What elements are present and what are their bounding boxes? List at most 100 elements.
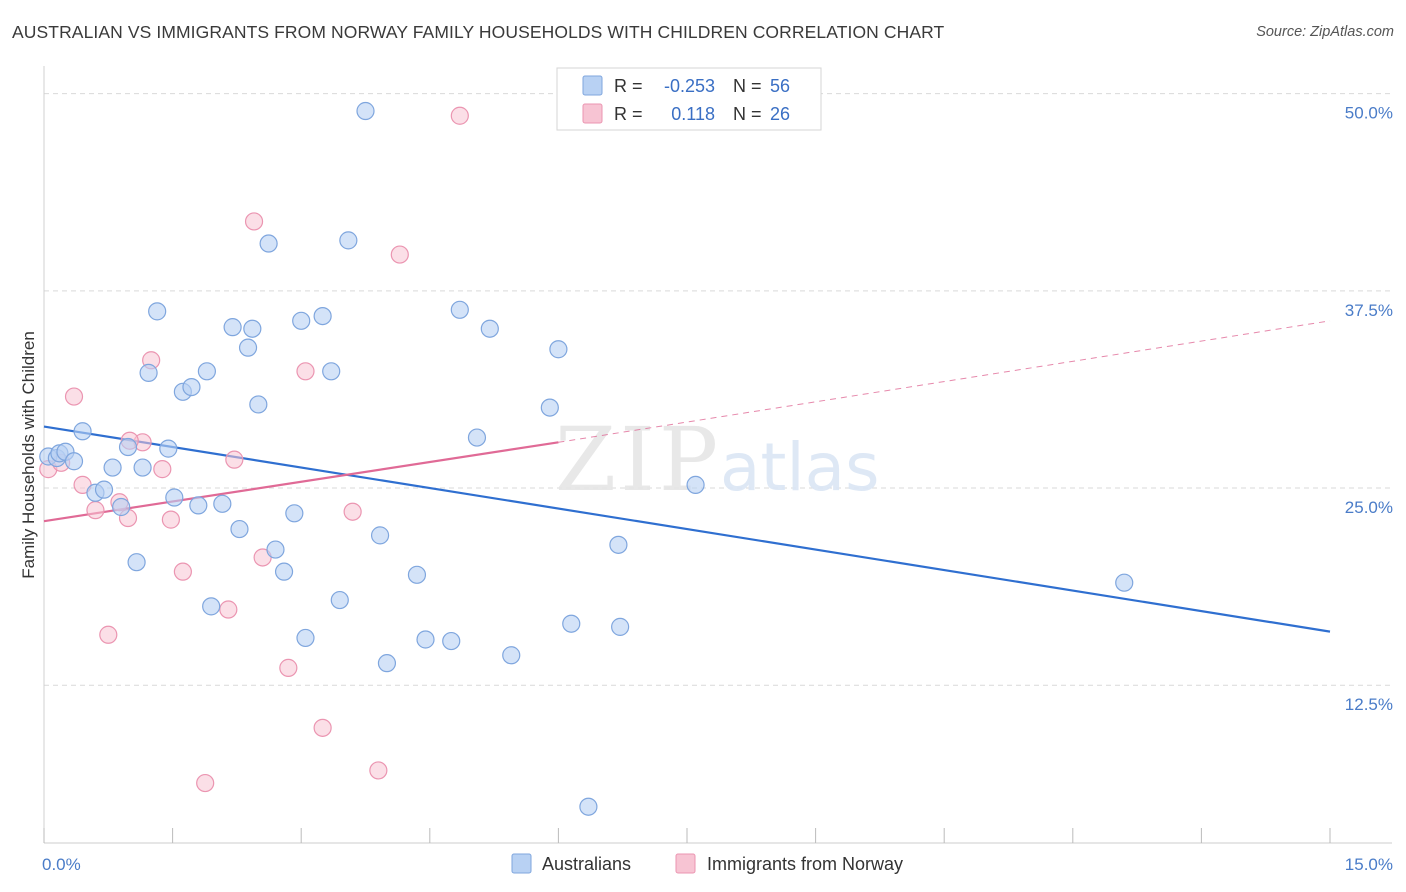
bottom-legend-swatch-australians (511, 853, 532, 874)
data-point-norway (99, 625, 118, 644)
data-point-australians (313, 306, 332, 326)
data-point-norway (279, 658, 298, 677)
data-point-australians (223, 318, 242, 337)
trend-line-norway-extrapolated (558, 320, 1331, 443)
data-point-australians (274, 562, 294, 581)
stats-legend: R = -0.253 N = 56 R = 0.118 N = 26 (556, 67, 822, 131)
data-point-australians (407, 565, 427, 584)
data-point-norway (244, 212, 264, 231)
data-point-australians (549, 340, 568, 359)
data-point-australians (238, 338, 258, 357)
data-point-australians (133, 458, 152, 477)
data-point-norway (225, 450, 244, 469)
data-point-australians (213, 494, 232, 513)
legend-n-label-1: N = (733, 76, 762, 96)
watermark: ZIP atlas (555, 408, 880, 511)
data-point-norway (450, 106, 469, 125)
x-tick-labels: 0.0% 15.0% (42, 855, 1393, 874)
y-tick-label: 12.5% (1345, 695, 1393, 714)
data-points (39, 101, 1134, 816)
data-point-australians (416, 630, 435, 649)
data-point-australians (127, 553, 146, 572)
data-point-norway (343, 502, 362, 521)
data-point-australians (197, 362, 216, 381)
data-point-australians (243, 319, 262, 338)
data-point-australians (202, 597, 221, 616)
bottom-legend-australians: Australians (542, 854, 631, 874)
series-legend: Australians Immigrants from Norway (511, 853, 903, 874)
y-tick-label: 25.0% (1345, 498, 1393, 517)
legend-r-value-2: 0.118 (671, 104, 715, 124)
data-point-australians (148, 302, 167, 321)
grid-lines (44, 93, 1392, 686)
legend-swatch-australians (582, 75, 603, 96)
data-point-norway (173, 562, 192, 581)
data-point-norway (369, 761, 388, 780)
data-point-australians (356, 101, 375, 121)
data-point-australians (330, 590, 349, 610)
y-axis-label: Family Households with Children (19, 331, 38, 579)
legend-n-value-1: 56 (770, 76, 790, 96)
data-point-australians (230, 519, 249, 539)
data-point-australians (249, 395, 268, 414)
data-point-australians (292, 311, 311, 330)
legend-r-value-1: -0.253 (664, 76, 715, 96)
data-point-australians (165, 488, 184, 507)
chart-title: AUSTRALIAN VS IMMIGRANTS FROM NORWAY FAM… (12, 22, 945, 42)
data-point-australians (377, 654, 397, 673)
source-credit: Source: ZipAtlas.com (1256, 24, 1394, 40)
data-point-australians (370, 526, 390, 545)
data-point-australians (103, 458, 122, 477)
data-point-norway (161, 510, 180, 529)
data-point-australians (1115, 573, 1134, 592)
legend-r-label-2: R = (614, 104, 643, 124)
x-tick-label: 0.0% (42, 855, 81, 874)
data-point-australians (285, 504, 304, 523)
data-point-australians (112, 497, 131, 517)
data-point-australians (686, 475, 705, 494)
data-point-australians (609, 535, 628, 554)
data-point-australians (159, 439, 178, 458)
bottom-legend-norway: Immigrants from Norway (707, 854, 903, 874)
data-point-norway (390, 245, 409, 264)
data-point-australians (64, 452, 84, 471)
data-point-norway (296, 362, 315, 381)
trend-line-australians (43, 425, 1331, 633)
data-point-australians (322, 362, 341, 381)
data-point-australians (450, 300, 469, 319)
bottom-legend-swatch-norway (675, 853, 696, 874)
data-point-australians (540, 398, 559, 417)
data-point-australians (139, 363, 158, 382)
y-tick-labels: 12.5% 25.0% 37.5% 50.0% (1345, 104, 1393, 715)
y-tick-label: 37.5% (1345, 301, 1393, 320)
data-point-australians (73, 422, 92, 441)
data-point-australians (339, 231, 358, 250)
data-point-australians (480, 319, 499, 338)
data-point-australians (182, 377, 201, 397)
data-point-norway (313, 718, 332, 737)
data-point-norway (86, 501, 105, 520)
watermark-atlas: atlas (720, 429, 880, 506)
legend-n-value-2: 26 (770, 104, 790, 124)
legend-r-label-1: R = (614, 76, 643, 96)
data-point-australians (118, 437, 138, 457)
data-point-australians (94, 480, 114, 499)
data-point-australians (259, 234, 278, 253)
data-point-norway (153, 460, 172, 479)
x-tick-label: 15.0% (1345, 855, 1393, 874)
data-point-australians (611, 617, 630, 636)
data-point-australians (266, 540, 285, 559)
data-point-norway (196, 773, 215, 793)
data-point-australians (442, 631, 461, 651)
legend-n-label-2: N = (733, 104, 762, 124)
data-point-australians (467, 428, 487, 447)
legend-swatch-norway (582, 103, 603, 124)
data-point-australians (296, 628, 315, 648)
watermark-zip: ZIP (555, 408, 722, 511)
data-point-australians (562, 614, 581, 633)
data-point-australians (189, 496, 208, 515)
data-point-norway (219, 600, 238, 619)
data-point-norway (64, 387, 84, 406)
data-point-australians (579, 797, 598, 816)
